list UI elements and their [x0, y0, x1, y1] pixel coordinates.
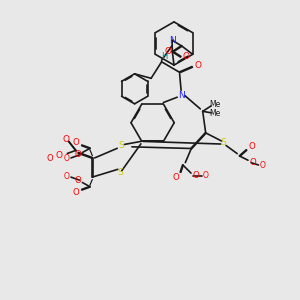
Text: O: O: [183, 52, 190, 61]
Text: S: S: [117, 168, 123, 177]
Text: N: N: [178, 91, 184, 100]
Text: O: O: [249, 158, 256, 167]
Text: O: O: [64, 154, 70, 163]
Text: Me: Me: [210, 109, 221, 118]
Text: O: O: [203, 171, 209, 180]
Text: O: O: [194, 61, 201, 70]
Text: S: S: [118, 141, 124, 150]
Text: O: O: [62, 134, 69, 143]
Text: Me: Me: [210, 100, 221, 109]
Text: O: O: [73, 188, 80, 197]
Text: O: O: [73, 138, 80, 147]
Text: O: O: [173, 172, 180, 182]
Text: O: O: [260, 161, 265, 170]
Text: O: O: [74, 176, 81, 184]
Text: S: S: [220, 138, 226, 147]
Text: O: O: [74, 150, 81, 159]
Text: H: H: [161, 52, 167, 61]
Text: O: O: [64, 172, 70, 181]
Text: O: O: [192, 171, 199, 180]
Text: N: N: [169, 36, 176, 45]
Text: O: O: [164, 47, 171, 56]
Text: O: O: [56, 151, 62, 160]
Text: O: O: [47, 154, 53, 163]
Text: O: O: [248, 142, 255, 151]
